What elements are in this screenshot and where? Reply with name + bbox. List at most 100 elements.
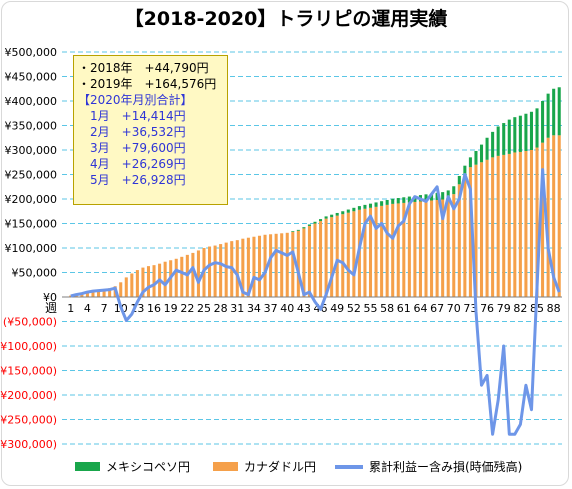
bar-peso — [457, 175, 461, 185]
bar-peso — [463, 165, 467, 175]
chart-title: 【2018-2020】トラリピの運用実績 — [124, 8, 448, 30]
bar-cad — [141, 267, 145, 297]
bar-peso — [385, 199, 389, 205]
y-tick-label: ¥0 — [43, 291, 57, 304]
x-tick-label: 4 — [84, 302, 91, 315]
bar-cad — [69, 295, 73, 297]
bar-cad — [441, 199, 445, 297]
bar-cad — [385, 204, 389, 297]
bar-peso — [407, 196, 411, 203]
bar-peso — [557, 87, 561, 136]
bar-cad — [213, 245, 217, 297]
bar-peso — [330, 214, 334, 218]
x-tick-label: 64 — [413, 302, 427, 315]
x-tick-label: 58 — [380, 302, 394, 315]
legend-label: メキシコペソ円 — [106, 460, 191, 474]
bar-peso — [529, 111, 533, 150]
bar-cad — [457, 184, 461, 297]
bar-peso — [441, 192, 445, 200]
bar-peso — [546, 93, 550, 138]
y-tick-label: ¥300,000 — [5, 144, 58, 157]
legend-item-profit: 累計利益ー含み損(時価残高) — [335, 458, 522, 475]
bar-cad — [135, 270, 139, 297]
bar-peso — [380, 201, 384, 206]
y-tick-label: ¥450,000 — [5, 71, 58, 84]
x-tick-label: 31 — [230, 302, 244, 315]
bar-cad — [119, 282, 123, 297]
y-tick-label: (¥300,000) — [0, 438, 57, 451]
bar-cad — [91, 291, 95, 297]
bar-cad — [108, 288, 112, 297]
y-tick-label: (¥100,000) — [0, 340, 57, 353]
bar-peso — [507, 119, 511, 154]
x-tick-label: 22 — [180, 302, 194, 315]
bar-cad — [368, 207, 373, 297]
infobox-line: 3月 +79,600円 — [78, 141, 186, 155]
y-tick-label: ¥250,000 — [5, 169, 58, 182]
bar-peso — [391, 198, 395, 204]
x-tick-label: 70 — [447, 302, 461, 315]
bar-cad — [424, 200, 428, 297]
bar-cad — [252, 236, 256, 297]
y-tick-label: ¥400,000 — [5, 95, 58, 108]
bar-peso — [424, 194, 428, 201]
bar-cad — [80, 293, 84, 297]
y-tick-label: ¥350,000 — [5, 120, 58, 133]
bar-cad — [474, 164, 478, 297]
bar-cad — [152, 265, 156, 297]
bar-peso — [468, 157, 472, 168]
bar-peso — [485, 137, 489, 160]
y-tick-label: ¥200,000 — [5, 193, 58, 206]
bar-cad — [208, 246, 212, 297]
legend-swatch-green — [75, 462, 100, 471]
bar-cad — [363, 208, 367, 297]
bar-cad — [235, 240, 239, 297]
x-tick-label: 7 — [101, 302, 108, 315]
legend-item-peso: メキシコペソ円 — [75, 458, 190, 475]
legend-label: 累計利益ー含み損(時価残高) — [369, 460, 523, 474]
x-tick-label: 43 — [297, 302, 311, 315]
bar-cad — [446, 198, 450, 297]
x-tick-label: 16 — [147, 302, 161, 315]
bar-cad — [241, 238, 245, 297]
x-tick-label: 34 — [247, 302, 261, 315]
y-tick-label: ¥150,000 — [5, 218, 58, 231]
bar-cad — [85, 292, 89, 297]
bar-peso — [479, 144, 484, 163]
infobox-line: ・2018年 +44,790円 — [78, 61, 209, 75]
bar-cad — [557, 135, 561, 297]
bar-cad — [302, 228, 306, 297]
legend-line-blue — [335, 464, 363, 469]
bar-peso — [435, 192, 439, 200]
bar-peso — [346, 209, 350, 213]
bar-peso — [313, 221, 317, 224]
bar-peso — [307, 224, 311, 226]
x-tick-label: 52 — [347, 302, 361, 315]
bar-peso — [335, 212, 339, 216]
bar-cad — [163, 261, 167, 297]
bar-cad — [513, 152, 517, 297]
x-tick-label: 76 — [480, 302, 494, 315]
bar-peso — [491, 131, 495, 158]
bar-cad — [335, 215, 339, 297]
bar-cad — [246, 237, 250, 297]
bar-peso — [368, 203, 373, 208]
bar-peso — [374, 202, 378, 207]
bar-peso — [513, 117, 517, 153]
bar-cad — [485, 159, 489, 297]
x-tick-label: 61 — [397, 302, 411, 315]
bar-cad — [285, 232, 289, 297]
legend-label: カナダドル円 — [244, 460, 317, 474]
bar-cad — [280, 233, 284, 297]
annual-profit-box: ・2018年 +44,790円 ・2019年 +164,576円 【2020年月… — [73, 55, 228, 205]
bar-cad — [341, 214, 345, 297]
x-tick-label: 73 — [463, 302, 477, 315]
bar-cad — [535, 147, 539, 297]
bar-peso — [552, 88, 556, 136]
y-tick-label: ¥100,000 — [5, 242, 58, 255]
bar-cad — [307, 225, 311, 297]
x-tick-label: 55 — [364, 302, 378, 315]
bar-peso — [452, 186, 456, 195]
x-tick-label: 19 — [164, 302, 178, 315]
bar-cad — [468, 167, 472, 297]
